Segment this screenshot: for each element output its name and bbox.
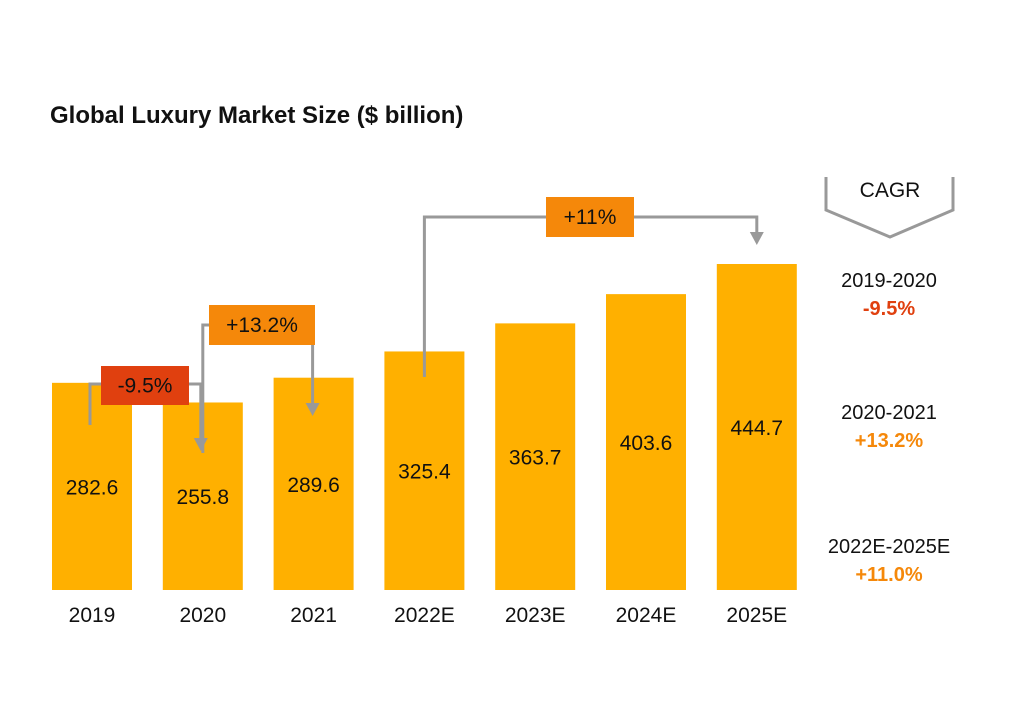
- change-label: +13.2%: [226, 314, 298, 337]
- x-tick-label: 2020: [179, 604, 226, 627]
- chart-title: Global Luxury Market Size ($ billion): [50, 102, 463, 129]
- bar-value-label: 325.4: [398, 461, 451, 484]
- bar-2024E: [606, 294, 686, 590]
- cagr-value-label: -9.5%: [863, 298, 915, 320]
- change-badge: [101, 366, 189, 405]
- change-annotation: -9.5%: [88, 366, 208, 451]
- bar-value-label: 255.8: [177, 486, 230, 509]
- change-badge: [546, 197, 634, 237]
- cagr-value-label: +13.2%: [855, 430, 924, 452]
- x-tick-label: 2019: [69, 604, 116, 627]
- x-tick-label: 2023E: [505, 604, 566, 627]
- x-tick-label: 2025E: [726, 604, 787, 627]
- x-tick-label: 2022E: [394, 604, 455, 627]
- x-tick-label: 2024E: [616, 604, 677, 627]
- cagr-period-label: 2019-2020: [841, 270, 937, 292]
- change-badge: [209, 305, 315, 345]
- change-annotation: +13.2%: [201, 305, 320, 453]
- bar-2019: [52, 382, 132, 590]
- cagr-value-label: +11.0%: [855, 564, 923, 586]
- connector-line: [422, 215, 759, 377]
- x-tick-label: 2021: [290, 604, 337, 627]
- bar-value-label: 363.7: [509, 447, 562, 470]
- cagr-heading: CAGR: [860, 179, 921, 202]
- cagr-period-label: 2020-2021: [841, 402, 937, 424]
- cagr-period-label: 2022E-2025E: [828, 536, 950, 558]
- change-label: -9.5%: [118, 375, 173, 398]
- bar-value-label: 444.7: [731, 417, 784, 440]
- bar-2022E: [384, 351, 465, 590]
- bar-value-label: 403.6: [620, 432, 673, 455]
- cagr-panel: CAGR 2019-2020 -9.5% 2020-2021 +13.2% 2022E-…: [824, 177, 955, 586]
- bar-2023E: [495, 323, 576, 590]
- bar-value-label: 289.6: [287, 474, 340, 497]
- cagr-bracket-icon: [824, 177, 955, 239]
- arrow-down-icon: [749, 232, 764, 245]
- change-label: +11%: [564, 206, 617, 229]
- arrow-down-icon: [305, 403, 320, 416]
- bar-value-label: 282.6: [66, 476, 119, 499]
- bar-2025E: [716, 264, 797, 590]
- change-annotation: +11%: [422, 197, 764, 377]
- annotations-layer: -9.5% +13.2% +11%: [88, 197, 764, 453]
